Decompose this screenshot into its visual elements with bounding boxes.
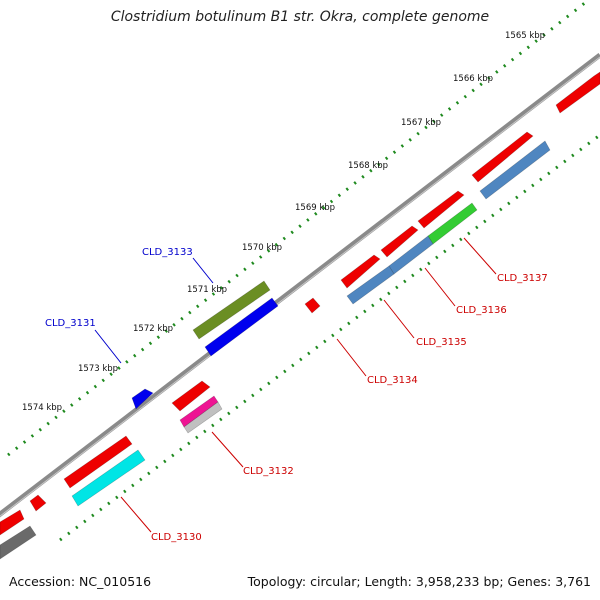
gene-features-reverse bbox=[0, 140, 551, 560]
gene-features-forward bbox=[0, 71, 600, 536]
gene-label-cld-3135[interactable]: CLD_3135 bbox=[416, 337, 467, 348]
gene-feature[interactable] bbox=[380, 225, 419, 258]
ruler-track-outer bbox=[7, 0, 592, 457]
gene-feature[interactable] bbox=[555, 71, 600, 114]
gene-label-cld-3131[interactable]: CLD_3131 bbox=[45, 318, 96, 329]
gene-label-cld-3137[interactable]: CLD_3137 bbox=[497, 273, 548, 284]
ruler-tick-label: 1572 kbp bbox=[133, 324, 173, 334]
gene-feature[interactable] bbox=[204, 297, 279, 357]
gene-feature[interactable] bbox=[171, 380, 211, 412]
gene-feature[interactable] bbox=[183, 401, 223, 434]
gene-feature[interactable] bbox=[471, 131, 534, 183]
gene-feature[interactable] bbox=[71, 449, 146, 507]
map-title: Clostridium botulinum B1 str. Okra, comp… bbox=[110, 9, 490, 25]
gene-feature[interactable] bbox=[131, 388, 154, 410]
gene-label-cld-3132[interactable]: CLD_3132 bbox=[243, 466, 294, 477]
genome-summary-text: Topology: circular; Length: 3,958,233 bp… bbox=[247, 574, 591, 589]
ruler-tick-label: 1565 kbp bbox=[505, 31, 545, 41]
ruler-track-inner bbox=[59, 133, 600, 542]
gene-feature[interactable] bbox=[340, 254, 381, 289]
accession-text: Accession: NC_010516 bbox=[9, 574, 152, 589]
gene-feature[interactable] bbox=[29, 494, 47, 512]
gene-label-cld-3130[interactable]: CLD_3130 bbox=[151, 532, 202, 543]
gene-feature[interactable] bbox=[0, 525, 37, 560]
gene-feature[interactable] bbox=[388, 235, 434, 275]
gene-feature[interactable] bbox=[479, 140, 551, 200]
ruler-tick-label: 1573 kbp bbox=[78, 364, 118, 374]
gene-labels: CLD_3133 CLD_3131 CLD_3137 CLD_3136 CLD_… bbox=[45, 247, 548, 543]
gene-feature[interactable] bbox=[63, 435, 133, 489]
gene-feature[interactable] bbox=[417, 190, 465, 229]
ruler-ticks: 1565 kbp 1566 kbp 1567 kbp 1568 kbp 1569… bbox=[22, 31, 545, 413]
gene-feature[interactable] bbox=[427, 202, 478, 245]
ruler-tick-label: 1567 kbp bbox=[401, 118, 441, 128]
gene-label-cld-3133[interactable]: CLD_3133 bbox=[142, 247, 193, 258]
ruler-tick-label: 1569 kbp bbox=[295, 203, 335, 213]
gene-feature[interactable] bbox=[192, 280, 271, 340]
ruler-tick-label: 1571 kbp bbox=[187, 285, 227, 295]
ruler-tick-label: 1574 kbp bbox=[22, 403, 62, 413]
ruler-tick-label: 1566 kbp bbox=[453, 74, 493, 84]
gene-feature[interactable] bbox=[304, 297, 321, 314]
ruler-tick-label: 1568 kbp bbox=[348, 161, 388, 171]
ruler-tick-label: 1570 kbp bbox=[242, 243, 282, 253]
genome-backbone bbox=[0, 53, 600, 518]
gene-label-cld-3134[interactable]: CLD_3134 bbox=[367, 375, 418, 386]
gene-feature[interactable] bbox=[346, 265, 395, 305]
gene-label-leaders bbox=[94, 237, 497, 533]
gene-label-cld-3136[interactable]: CLD_3136 bbox=[456, 305, 507, 316]
gene-feature[interactable] bbox=[0, 509, 25, 536]
